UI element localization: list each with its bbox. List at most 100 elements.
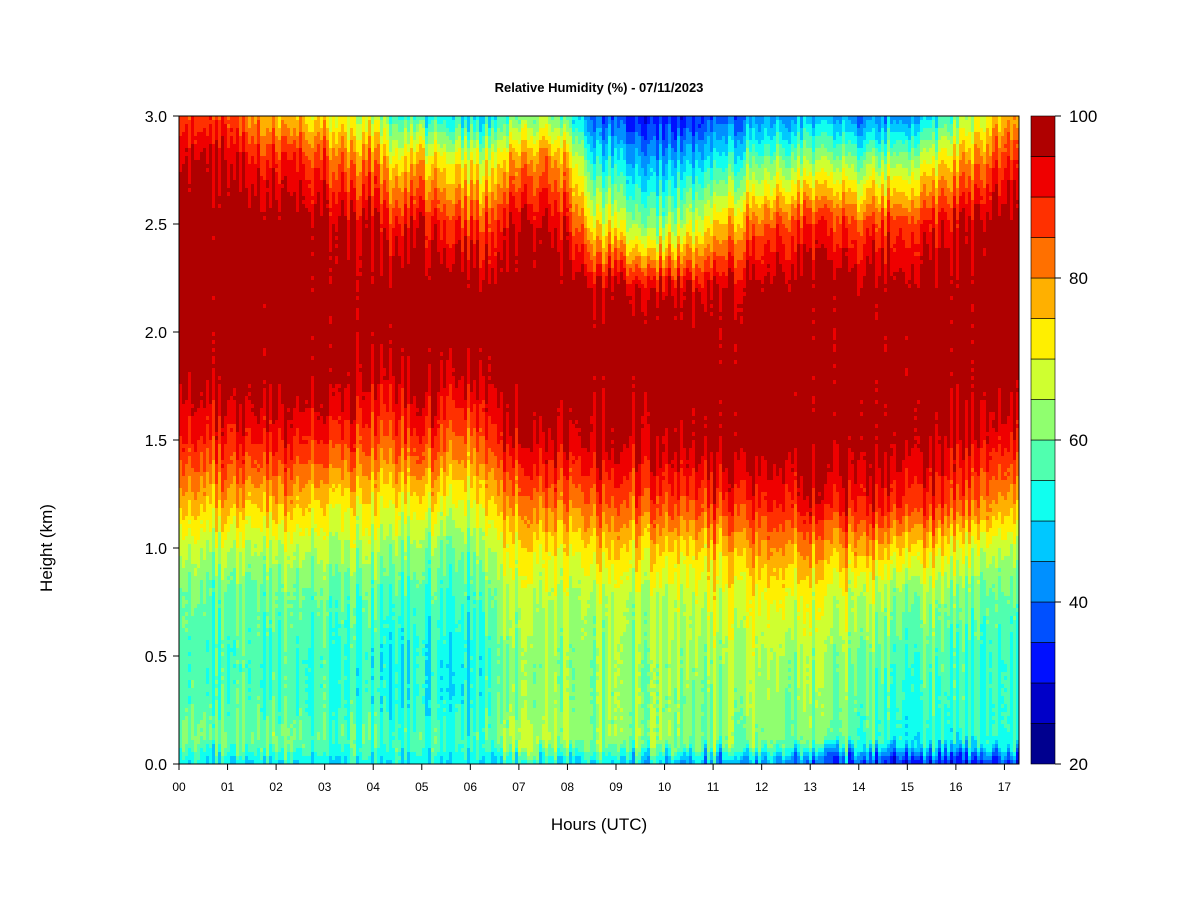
- heat-cell: [674, 140, 678, 153]
- heat-cell: [572, 280, 576, 425]
- heat-cell: [656, 544, 660, 573]
- heat-cell: [401, 748, 405, 765]
- heat-cell: [290, 160, 294, 197]
- heat-cell: [332, 760, 336, 765]
- heat-cell: [476, 180, 480, 201]
- heat-cell: [623, 160, 627, 177]
- heat-cell: [344, 720, 348, 745]
- heat-cell: [470, 116, 474, 125]
- heat-cell: [263, 516, 267, 537]
- heat-cell: [683, 300, 687, 449]
- heat-cell: [530, 136, 534, 149]
- heat-cell: [614, 184, 618, 201]
- heat-cell: [251, 528, 255, 557]
- heat-cell: [263, 388, 267, 417]
- heat-cell: [689, 212, 693, 221]
- heat-cell: [662, 240, 666, 253]
- heat-cell: [233, 744, 237, 757]
- heat-cell: [656, 572, 660, 593]
- heat-cell: [335, 264, 339, 385]
- heat-cell: [371, 752, 375, 765]
- heat-cell: [281, 116, 285, 121]
- heat-cell: [509, 568, 513, 621]
- heat-cell: [695, 676, 699, 753]
- heat-cell: [653, 268, 657, 277]
- heat-cell: [248, 644, 252, 661]
- heat-cell: [260, 512, 264, 533]
- heat-cell: [284, 760, 288, 765]
- heat-cell: [305, 140, 309, 157]
- heat-cell: [365, 476, 369, 505]
- heat-cell: [449, 420, 453, 441]
- heat-cell: [200, 396, 204, 401]
- heat-cell: [668, 268, 672, 277]
- heat-cell: [698, 216, 702, 233]
- heat-cell: [557, 584, 561, 649]
- heat-cell: [632, 280, 636, 317]
- heat-cell: [497, 468, 501, 497]
- heat-cell: [359, 540, 363, 569]
- heat-cell: [278, 716, 282, 725]
- heat-cell: [695, 472, 699, 501]
- heat-cell: [686, 688, 690, 749]
- heat-cell: [530, 160, 534, 177]
- heat-cell: [281, 760, 285, 765]
- heat-cell: [386, 464, 390, 485]
- heat-cell: [377, 132, 381, 145]
- heat-cell: [629, 196, 633, 213]
- heat-cell: [203, 560, 207, 605]
- heat-cell: [305, 664, 309, 669]
- heat-cell: [740, 580, 744, 621]
- heat-cell: [305, 156, 309, 181]
- heat-cell: [542, 568, 546, 609]
- heat-cell: [473, 604, 477, 609]
- heat-cell: [359, 504, 363, 541]
- heat-cell: [572, 236, 576, 261]
- heat-cell: [467, 236, 471, 261]
- heat-cell: [212, 528, 216, 553]
- heat-cell: [281, 484, 285, 505]
- heat-cell: [344, 172, 348, 193]
- heat-cell: [563, 524, 567, 545]
- heat-cell: [686, 192, 690, 209]
- heat-cell: [578, 144, 582, 157]
- heat-cell: [410, 136, 414, 149]
- heat-cell: [575, 740, 579, 749]
- heat-cell: [329, 384, 333, 417]
- heat-cell: [641, 664, 645, 669]
- heat-cell: [338, 116, 342, 133]
- heat-cell: [398, 624, 402, 629]
- heat-cell: [434, 168, 438, 189]
- heat-cell: [248, 116, 252, 129]
- heat-cell: [371, 580, 375, 585]
- heat-cell: [620, 240, 624, 253]
- heat-cell: [239, 192, 243, 405]
- heat-cell: [587, 528, 591, 545]
- heat-cell: [266, 576, 270, 581]
- heat-cell: [302, 464, 306, 489]
- heat-cell: [638, 256, 642, 269]
- heat-cell: [233, 680, 237, 685]
- heat-cell: [305, 400, 309, 405]
- heat-cell: [581, 628, 585, 633]
- heat-cell: [584, 616, 588, 621]
- heat-cell: [701, 288, 705, 305]
- heat-cell: [698, 184, 702, 201]
- heat-cell: [296, 116, 300, 121]
- heat-cell: [593, 164, 597, 181]
- heat-cell: [365, 688, 369, 693]
- heat-cell: [278, 160, 282, 185]
- heat-cell: [350, 472, 354, 493]
- heat-cell: [389, 544, 393, 585]
- heat-cell: [242, 656, 246, 661]
- heat-cell: [689, 164, 693, 177]
- heat-cell: [404, 188, 408, 205]
- heat-cell: [581, 132, 585, 141]
- heat-cell: [407, 452, 411, 457]
- heat-cell: [689, 144, 693, 165]
- heat-cell: [254, 528, 258, 545]
- heat-cell: [206, 420, 210, 425]
- heat-cell: [254, 468, 258, 489]
- heat-cell: [629, 592, 633, 713]
- heat-cell: [305, 528, 309, 553]
